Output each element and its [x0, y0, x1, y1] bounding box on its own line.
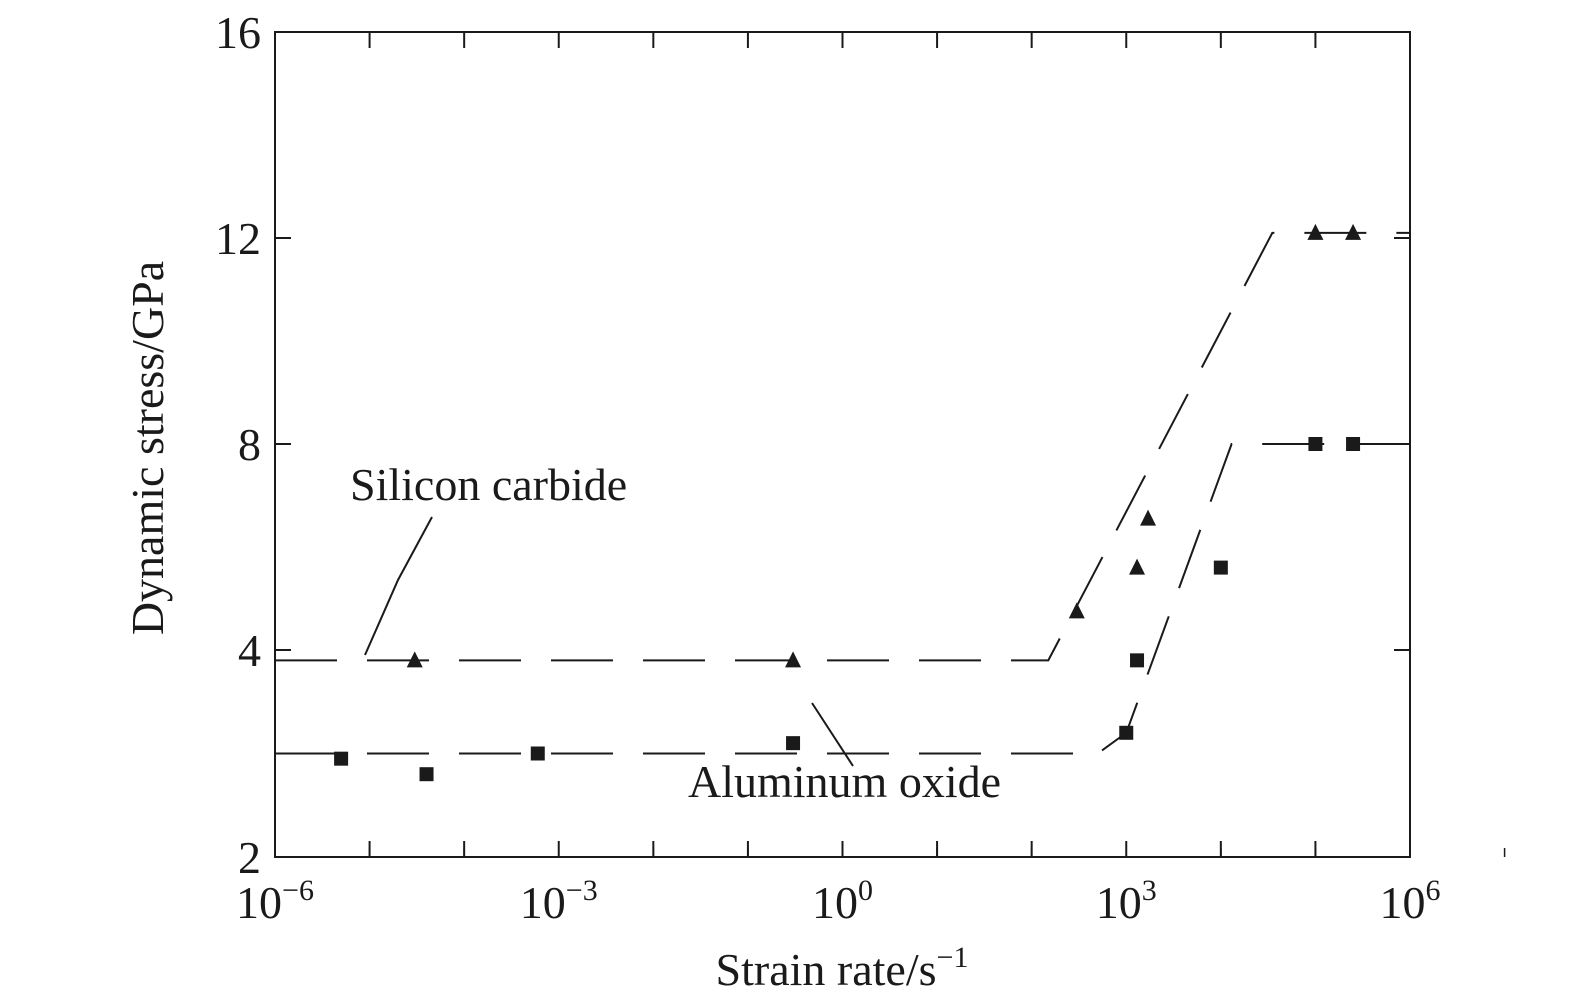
- y-axis-label: Dynamic stress/GPa: [122, 261, 173, 635]
- triangle-marker: [785, 651, 802, 668]
- x-tick-label: 106: [1380, 874, 1441, 928]
- x-tick-label-exponent: 0: [858, 874, 873, 907]
- x-tick-label-base: 10: [236, 877, 282, 928]
- x-tick-label-exponent: 3: [1142, 874, 1157, 907]
- x-tick-label-exponent: 6: [1426, 874, 1441, 907]
- y-tick-label: 4: [238, 625, 261, 676]
- x-tick-label-exponent: −3: [566, 874, 598, 907]
- leader-line-aluminum-oxide: [811, 702, 854, 767]
- y-tick-label: 8: [238, 419, 261, 470]
- triangle-marker: [406, 651, 423, 668]
- square-marker: [419, 767, 434, 782]
- x-tick-label-base: 10: [520, 877, 566, 928]
- square-marker: [1119, 725, 1134, 740]
- leader-line-silicon-carbide: [364, 516, 433, 656]
- triangle-marker: [1140, 509, 1157, 526]
- square-marker: [1308, 437, 1323, 451]
- square-marker: [786, 736, 801, 751]
- y-tick-label: 2: [238, 832, 261, 883]
- y-tick-label: 16: [215, 7, 261, 58]
- square-marker: [530, 746, 545, 761]
- x-tick-label: 103: [1096, 874, 1157, 928]
- x-axis-label-superscript: −1: [937, 941, 969, 974]
- square-marker: [1130, 653, 1145, 668]
- x-tick-label-exponent: −6: [282, 874, 314, 907]
- plot-area: [274, 31, 1411, 858]
- plot-frame: [274, 31, 1411, 858]
- square-marker: [1346, 437, 1361, 451]
- square-marker: [1213, 560, 1228, 575]
- fit-line-silicon-carbide: [275, 231, 1410, 662]
- data-markers: [334, 223, 1362, 782]
- x-tick-label-base: 10: [1096, 877, 1142, 928]
- x-tick-label-base: 10: [812, 877, 858, 928]
- triangle-marker: [1307, 223, 1324, 240]
- x-tick-label-base: 10: [1380, 877, 1426, 928]
- triangle-marker: [1068, 602, 1085, 619]
- x-tick-label: 10−3: [520, 874, 598, 928]
- x-tick-label: 100: [812, 874, 873, 928]
- square-marker: [334, 751, 349, 766]
- triangle-marker: [1345, 223, 1362, 240]
- y-tick-label: 12: [215, 213, 261, 264]
- x-tick-label: 10−6: [236, 874, 314, 928]
- triangle-marker: [1129, 558, 1146, 575]
- x-axis-label: Strain rate/s−1: [716, 941, 969, 995]
- annotations: Silicon carbide Aluminum oxide: [350, 459, 1001, 807]
- annotation-silicon-carbide: Silicon carbide: [350, 459, 627, 510]
- annotation-aluminum-oxide: Aluminum oxide: [688, 756, 1001, 807]
